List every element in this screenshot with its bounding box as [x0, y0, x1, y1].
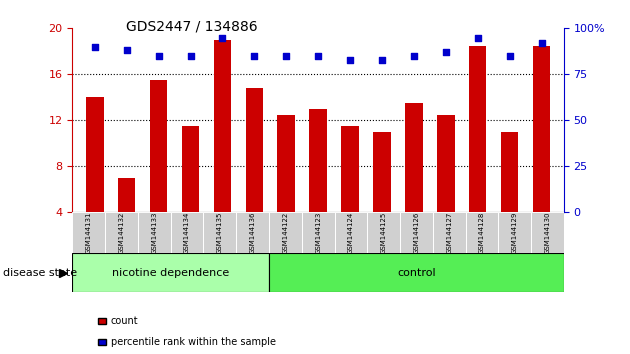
Text: GSM144127: GSM144127 — [446, 212, 452, 254]
Text: GSM144131: GSM144131 — [86, 211, 92, 254]
FancyBboxPatch shape — [531, 212, 564, 253]
Point — [313, 53, 323, 59]
Text: GSM144130: GSM144130 — [544, 211, 551, 254]
Bar — [214, 40, 231, 258]
Bar — [309, 109, 327, 258]
Point — [505, 53, 515, 59]
Point — [249, 53, 260, 59]
FancyBboxPatch shape — [269, 253, 564, 292]
Text: control: control — [397, 268, 436, 278]
Point — [537, 40, 547, 46]
Bar — [373, 132, 391, 258]
FancyBboxPatch shape — [302, 212, 335, 253]
Text: nicotine dependence: nicotine dependence — [112, 268, 229, 278]
Text: GDS2447 / 134886: GDS2447 / 134886 — [126, 19, 258, 34]
Text: count: count — [111, 316, 139, 326]
Point — [154, 53, 164, 59]
Point — [472, 35, 483, 40]
Text: GSM144136: GSM144136 — [249, 211, 256, 254]
FancyBboxPatch shape — [335, 212, 367, 253]
FancyBboxPatch shape — [433, 212, 466, 253]
Bar — [533, 46, 550, 258]
Text: GSM144132: GSM144132 — [118, 212, 125, 254]
Text: GSM144129: GSM144129 — [512, 212, 518, 254]
FancyBboxPatch shape — [171, 212, 203, 253]
Bar — [437, 115, 455, 258]
FancyBboxPatch shape — [400, 212, 433, 253]
Point — [377, 57, 387, 62]
Text: GSM144134: GSM144134 — [184, 212, 190, 254]
Bar — [150, 80, 168, 258]
FancyBboxPatch shape — [72, 212, 105, 253]
FancyBboxPatch shape — [138, 212, 171, 253]
FancyBboxPatch shape — [367, 212, 400, 253]
Point — [217, 35, 227, 40]
Point — [345, 57, 355, 62]
Text: GSM144133: GSM144133 — [151, 211, 158, 254]
FancyBboxPatch shape — [269, 212, 302, 253]
Bar — [86, 97, 103, 258]
Bar — [341, 126, 359, 258]
Point — [89, 44, 100, 50]
FancyBboxPatch shape — [236, 212, 269, 253]
Text: GSM144124: GSM144124 — [348, 212, 354, 254]
Point — [409, 53, 419, 59]
Point — [441, 50, 451, 55]
Text: GSM144128: GSM144128 — [479, 212, 485, 254]
FancyBboxPatch shape — [466, 212, 498, 253]
Text: GSM144122: GSM144122 — [282, 212, 289, 254]
Point — [185, 53, 195, 59]
Bar — [469, 46, 486, 258]
Text: percentile rank within the sample: percentile rank within the sample — [111, 337, 276, 347]
Bar — [118, 178, 135, 258]
Bar — [501, 132, 518, 258]
Text: GSM144135: GSM144135 — [217, 212, 223, 254]
Bar — [246, 88, 263, 258]
Text: GSM144125: GSM144125 — [381, 212, 387, 254]
FancyBboxPatch shape — [72, 253, 269, 292]
Bar — [181, 126, 199, 258]
Text: disease state: disease state — [3, 268, 77, 278]
Bar — [277, 115, 295, 258]
Text: GSM144126: GSM144126 — [413, 212, 420, 254]
Point — [281, 53, 291, 59]
Point — [122, 47, 132, 53]
FancyBboxPatch shape — [203, 212, 236, 253]
FancyBboxPatch shape — [498, 212, 531, 253]
FancyBboxPatch shape — [105, 212, 138, 253]
Text: GSM144123: GSM144123 — [315, 212, 321, 254]
Bar — [405, 103, 423, 258]
